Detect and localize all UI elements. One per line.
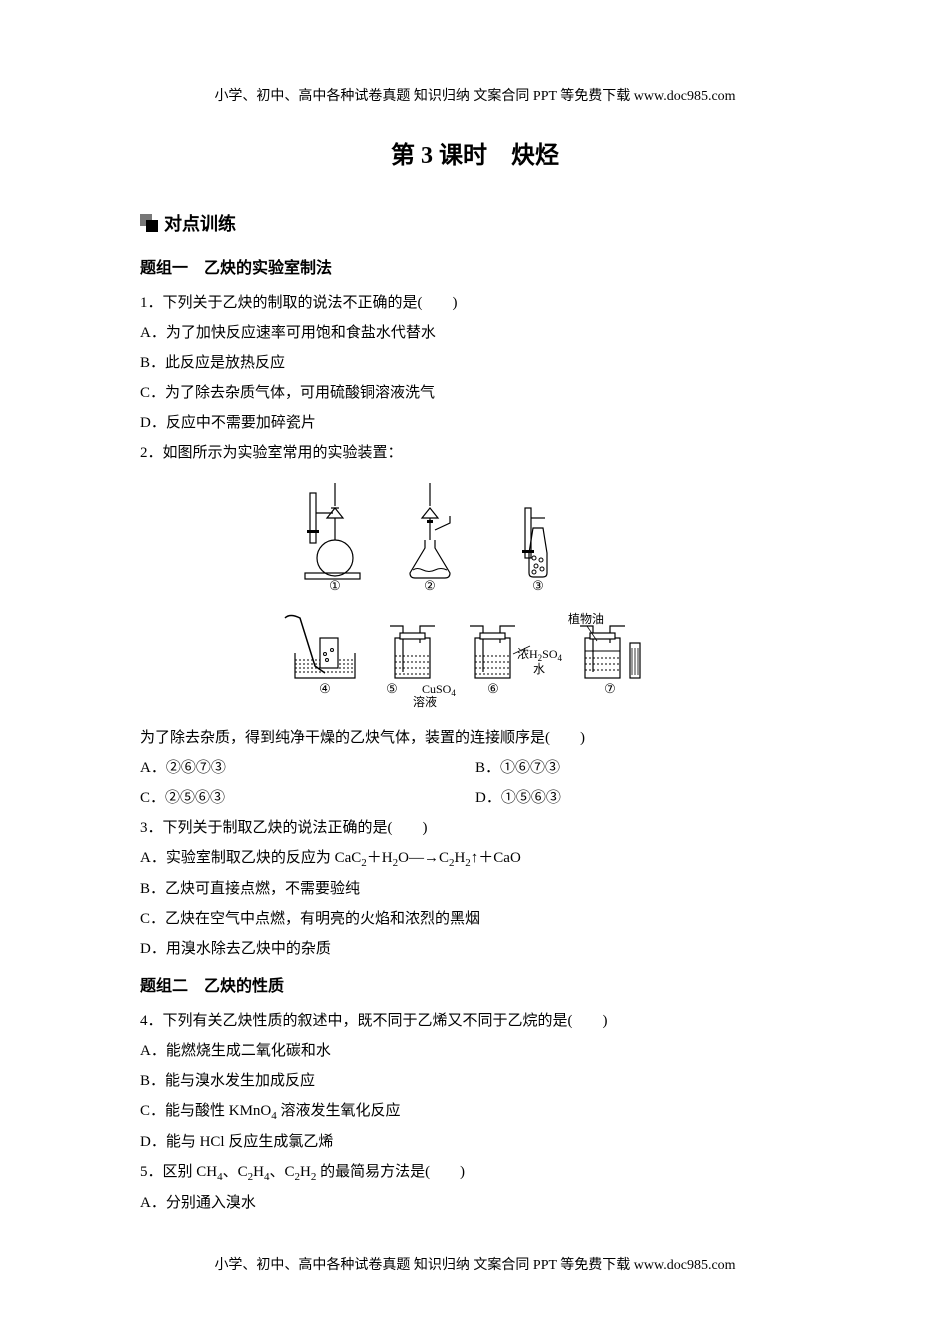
q4-stem: 4．下列有关乙炔性质的叙述中，既不同于乙烯又不同于乙烷的是( ) (140, 1006, 810, 1036)
solution-label: 溶液 (413, 694, 437, 708)
label-1: ① (329, 578, 341, 593)
lesson-title: 第 3 课时 炔烃 (140, 135, 810, 170)
apparatus-4: ④ (285, 616, 355, 697)
section-marker: 对点训练 (140, 210, 810, 236)
label-2: ② (424, 578, 436, 593)
q2-after-img: 为了除去杂质，得到纯净干燥的乙炔气体，装置的连接顺序是( ) (140, 723, 810, 753)
q3-optC: C．乙炔在空气中点燃，有明亮的火焰和浓烈的黑烟 (140, 904, 810, 934)
q2-row-CD: C．②⑤⑥③ D．①⑤⑥③ (140, 783, 810, 813)
q1-optC: C．为了除去杂质气体，可用硫酸铜溶液洗气 (140, 378, 810, 408)
q2-stem: 2．如图所示为实验室常用的实验装置： (140, 438, 810, 468)
h2so4-label: 浓H2SO4 (517, 647, 563, 663)
q1-optD: D．反应中不需要加碎瓷片 (140, 408, 810, 438)
q2-optB: B．①⑥⑦③ (475, 753, 810, 783)
q3-optB: B．乙炔可直接点燃，不需要验纯 (140, 874, 810, 904)
q2-row-AB: A．②⑥⑦③ B．①⑥⑦③ (140, 753, 810, 783)
q2-optD: D．①⑤⑥③ (475, 783, 810, 813)
q1-optB: B．此反应是放热反应 (140, 348, 810, 378)
q4-optB: B．能与溴水发生加成反应 (140, 1066, 810, 1096)
q2-optA: A．②⑥⑦③ (140, 753, 475, 783)
q4-optC: C．能与酸性 KMnO4 溶液发生氧化反应 (140, 1096, 810, 1127)
label-6: ⑥ (487, 681, 499, 696)
label-5: ⑤ (386, 681, 398, 696)
q1-stem: 1．下列关于乙炔的制取的说法不正确的是( ) (140, 288, 810, 318)
q5-stem: 5．区别 CH4、C2H4、C2H2 的最简易方法是( ) (140, 1157, 810, 1188)
q4-optD: D．能与 HCl 反应生成氯乙烯 (140, 1127, 810, 1157)
lab-diagram: ① ② ③ (140, 478, 810, 713)
apparatus-6: ⑥ 浓H2SO4 水 (470, 626, 563, 696)
q1-optA: A．为了加快反应速率可用饱和食盐水代替水 (140, 318, 810, 348)
section-marker-icon (140, 214, 158, 232)
group2-title: 题组二 乙炔的性质 (140, 972, 810, 996)
label-7: ⑦ (604, 681, 616, 696)
apparatus-7: ⑦ 植物油 (568, 611, 640, 696)
label-3: ③ (532, 578, 544, 593)
q3-optA: A．实验室制取乙炔的反应为 CaC2＋H2O―→C2H2↑＋CaO (140, 843, 810, 874)
apparatus-5: ⑤ CuSO4 溶液 (386, 626, 456, 708)
oil-label: 植物油 (568, 611, 604, 626)
q3-optD: D．用溴水除去乙炔中的杂质 (140, 934, 810, 964)
q2-optC: C．②⑤⑥③ (140, 783, 475, 813)
page-header: 小学、初中、高中各种试卷真题 知识归纳 文案合同 PPT 等免费下载 www.d… (0, 85, 950, 105)
q4-optA: A．能燃烧生成二氧化碳和水 (140, 1036, 810, 1066)
water-label: 水 (533, 662, 545, 676)
apparatus-1: ① (305, 483, 360, 593)
apparatus-2: ② (410, 483, 450, 593)
label-4: ④ (319, 681, 331, 696)
q3-stem: 3．下列关于制取乙炔的说法正确的是( ) (140, 813, 810, 843)
apparatus-3: ③ (522, 508, 547, 593)
page-footer: 小学、初中、高中各种试卷真题 知识归纳 文案合同 PPT 等免费下载 www.d… (0, 1254, 950, 1274)
group1-title: 题组一 乙炔的实验室制法 (140, 254, 810, 278)
q5-optA: A．分别通入溴水 (140, 1188, 810, 1218)
section-marker-label: 对点训练 (164, 210, 236, 236)
